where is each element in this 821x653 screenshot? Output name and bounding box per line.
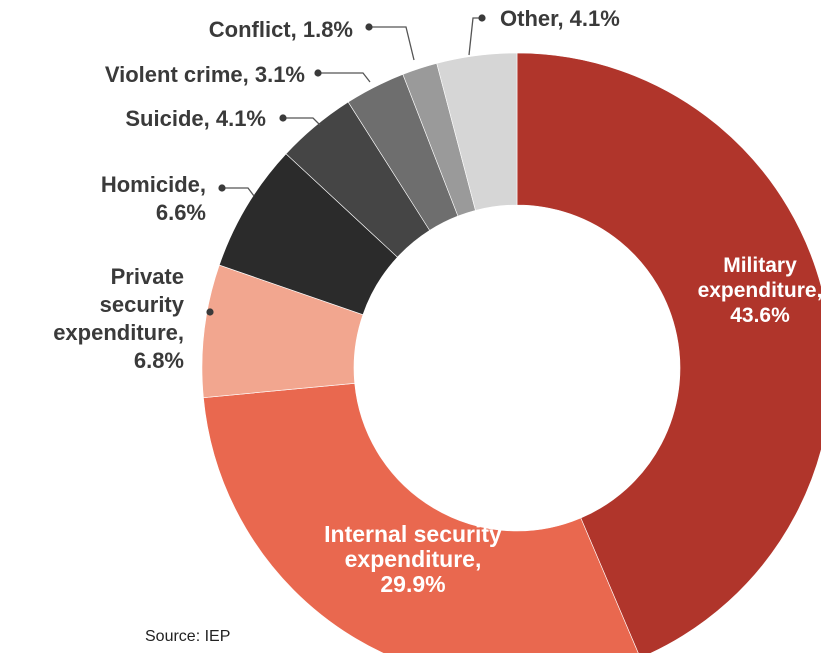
slice-label-line: Violent crime, 3.1% — [105, 62, 305, 87]
slice-label-suicide: Suicide, 4.1% — [125, 106, 266, 131]
slice-label-line: 6.6% — [156, 200, 206, 225]
slice-label-violent-crime: Violent crime, 3.1% — [105, 62, 305, 87]
leader-dot-private — [206, 308, 214, 316]
chart-slices — [201, 52, 821, 653]
leader-dot-conflict — [365, 23, 373, 31]
slice-label-line: Internal security — [324, 521, 502, 547]
leader-dot-homicide — [218, 184, 226, 192]
slice-label-other: Other, 4.1% — [500, 6, 620, 31]
leader-lines — [206, 14, 486, 316]
slice-labels: Military expenditure, 43.6%Internal securi… — [53, 6, 821, 597]
slice-label-line: 43.6% — [730, 304, 790, 327]
slice-label-line: security — [100, 292, 185, 317]
slice-label-line: Private — [111, 264, 184, 289]
slice-label-line: expenditure, — [698, 279, 821, 302]
slice-military — [516, 52, 821, 653]
slice-label-conflict: Conflict, 1.8% — [209, 17, 353, 42]
slice-internal-security — [203, 383, 639, 653]
leader-dot-suicide — [279, 114, 287, 122]
slice-label-internal-security: Internal security expenditure, 29.9% — [324, 521, 502, 597]
slice-label-line: Other, 4.1% — [500, 6, 620, 31]
slice-label-line: Suicide, 4.1% — [125, 106, 266, 131]
source-note: Source: IEP — [145, 628, 230, 645]
leader-line-violent-crime — [318, 72, 371, 83]
slice-label-line: expenditure, — [53, 320, 184, 345]
slice-label-private: Private security expenditure, 6.8% — [53, 264, 185, 373]
leader-dot-violent-crime — [314, 69, 322, 77]
slice-label-line: 6.8% — [134, 348, 184, 373]
leader-dot-other — [478, 14, 486, 22]
slice-label-line: Conflict, 1.8% — [209, 17, 353, 42]
slice-label-line: Military — [723, 254, 797, 277]
slice-label-line: Homicide, — [101, 172, 206, 197]
leader-line-suicide — [283, 117, 321, 126]
leader-line-homicide — [222, 187, 255, 197]
slice-label-line: 29.9% — [380, 571, 445, 597]
slice-label-military: Military expenditure, 43.6% — [698, 254, 821, 327]
slice-label-homicide: Homicide, 6.6% — [101, 172, 206, 225]
slice-other — [436, 52, 518, 211]
leader-line-conflict — [369, 26, 415, 61]
slice-label-line: expenditure, — [345, 546, 482, 572]
leader-line-other — [468, 17, 482, 56]
